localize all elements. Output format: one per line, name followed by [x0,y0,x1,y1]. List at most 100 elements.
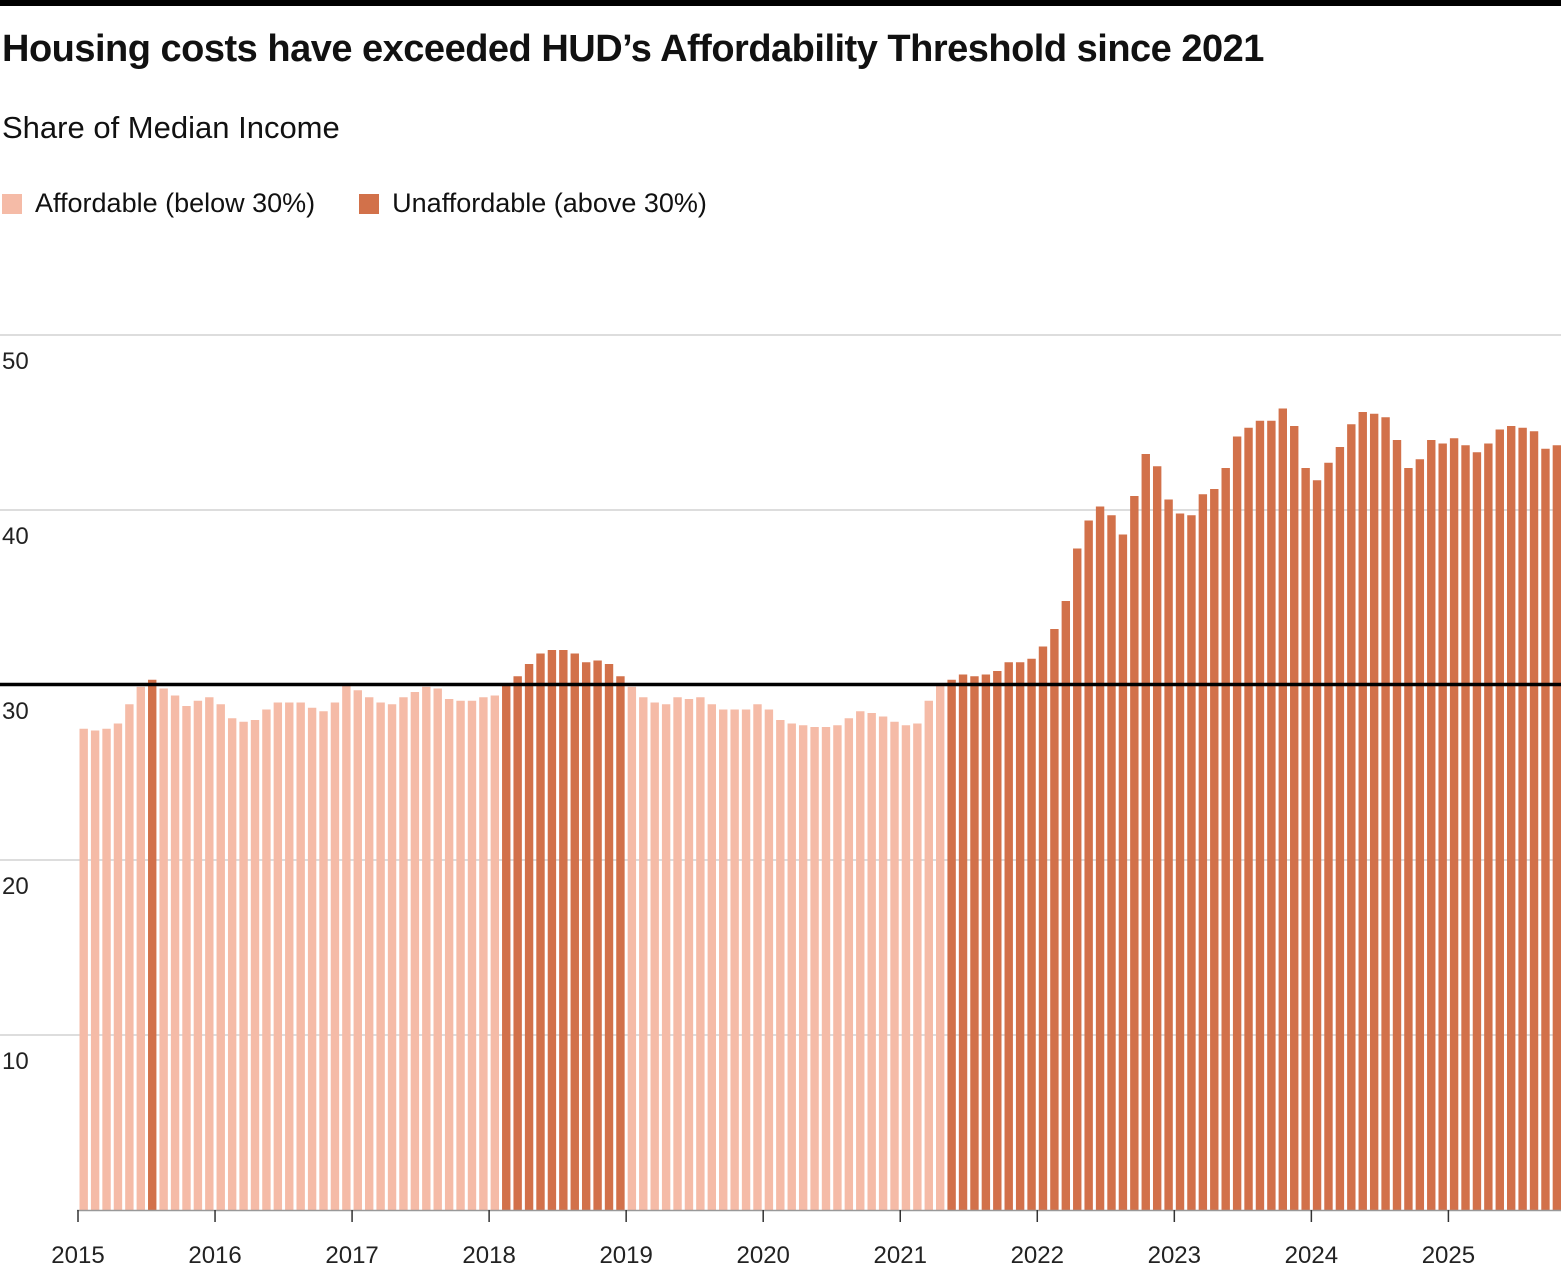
bar-82 [1015,662,1025,1210]
bar-57 [730,709,739,1210]
bar-93 [1141,454,1150,1210]
bar-99 [1210,489,1219,1210]
bar-91 [1118,534,1128,1210]
bar-120 [1449,438,1459,1210]
bar-118 [1427,440,1436,1210]
x-tick-label-2023: 2023 [1148,1242,1201,1264]
bar-85 [1050,629,1059,1210]
bar-84 [1038,646,1048,1210]
bar-103 [1255,420,1265,1210]
bar-111 [1347,424,1356,1210]
bar-122 [1472,452,1482,1210]
bar-6 [148,679,157,1210]
bar-95 [1164,499,1173,1210]
bar-31 [433,688,442,1210]
bar-73 [913,723,922,1210]
bar-49 [639,697,648,1210]
bar-75 [936,685,945,1210]
bar-100 [1221,468,1230,1210]
bar-4 [125,704,134,1210]
bar-129 [1552,445,1561,1210]
bar-8 [170,695,180,1210]
legend-label-unaffordable: Unaffordable (above 30%) [392,188,707,218]
bar-56 [719,709,728,1210]
top-rule [0,0,1561,6]
bar-34 [467,700,477,1210]
bar-20 [307,707,317,1210]
bar-67 [844,718,854,1210]
bar-58 [741,709,751,1210]
bar-1 [90,730,100,1210]
x-tick-label-2016: 2016 [188,1242,241,1264]
bar-104 [1267,420,1276,1210]
bar-48 [627,686,637,1210]
bar-92 [1130,496,1139,1210]
bar-16 [262,709,271,1210]
y-tick-label-30: 30 [2,698,29,725]
bar-121 [1461,445,1470,1210]
bar-46 [604,664,614,1210]
bar-126 [1518,427,1527,1210]
bar-117 [1415,459,1425,1210]
bar-30 [422,686,431,1210]
bar-114 [1381,417,1390,1210]
bar-27 [387,704,397,1210]
bar-66 [833,725,842,1210]
x-tick-label-2018: 2018 [462,1242,515,1264]
bar-45 [593,660,602,1210]
bar-65 [821,727,831,1210]
bar-35 [479,697,488,1210]
bar-9 [182,706,191,1210]
bar-98 [1198,494,1208,1210]
bar-78 [970,676,979,1210]
bar-22 [330,702,340,1210]
bar-3 [113,723,123,1210]
bar-83 [1027,658,1036,1210]
bar-0 [79,728,88,1210]
bar-69 [867,713,876,1210]
legend-swatch-unaffordable [359,193,380,214]
legend: Affordable (below 30%) Unaffordable (abo… [2,188,751,219]
bar-59 [753,704,762,1210]
bar-43 [570,653,579,1210]
bar-63 [798,725,808,1210]
bar-39 [524,664,534,1210]
bar-124 [1495,429,1504,1210]
y-tick-label-20: 20 [2,873,29,900]
bar-29 [410,692,420,1210]
bar-101 [1232,436,1242,1210]
bar-11 [205,697,214,1210]
bar-109 [1324,462,1333,1210]
x-axis: 2015 2016 2017 2018 2019 2020 2021 2022 2023 2024… [51,1209,1561,1264]
bar-32 [444,699,454,1210]
bar-113 [1369,413,1379,1210]
bar-54 [696,697,705,1210]
bar-36 [490,695,500,1210]
bar-26 [376,702,385,1210]
bar-97 [1187,515,1196,1210]
bar-77 [958,674,968,1210]
bar-40 [536,653,545,1210]
bar-81 [1004,662,1013,1210]
y-tick-label-10: 10 [2,1048,29,1075]
bar-116 [1404,468,1413,1210]
legend-item-affordable: Affordable (below 30%) [2,188,315,219]
bar-24 [353,690,362,1210]
bar-44 [581,662,591,1210]
bar-102 [1244,427,1253,1210]
x-tick-label-2020: 2020 [737,1242,790,1264]
x-tick-label-2024: 2024 [1285,1242,1338,1264]
bar-19 [296,702,305,1210]
bar-61 [776,720,785,1210]
bar-89 [1095,506,1105,1210]
bar-18 [285,702,294,1210]
bar-115 [1392,440,1402,1210]
bar-7 [159,688,168,1210]
y-tick-label-40: 40 [2,523,29,550]
bar-28 [399,697,408,1210]
chart-subtitle: Share of Median Income [2,110,340,145]
bar-127 [1529,431,1539,1210]
legend-swatch-affordable [2,193,22,214]
bar-55 [707,704,716,1210]
bar-128 [1541,448,1550,1210]
